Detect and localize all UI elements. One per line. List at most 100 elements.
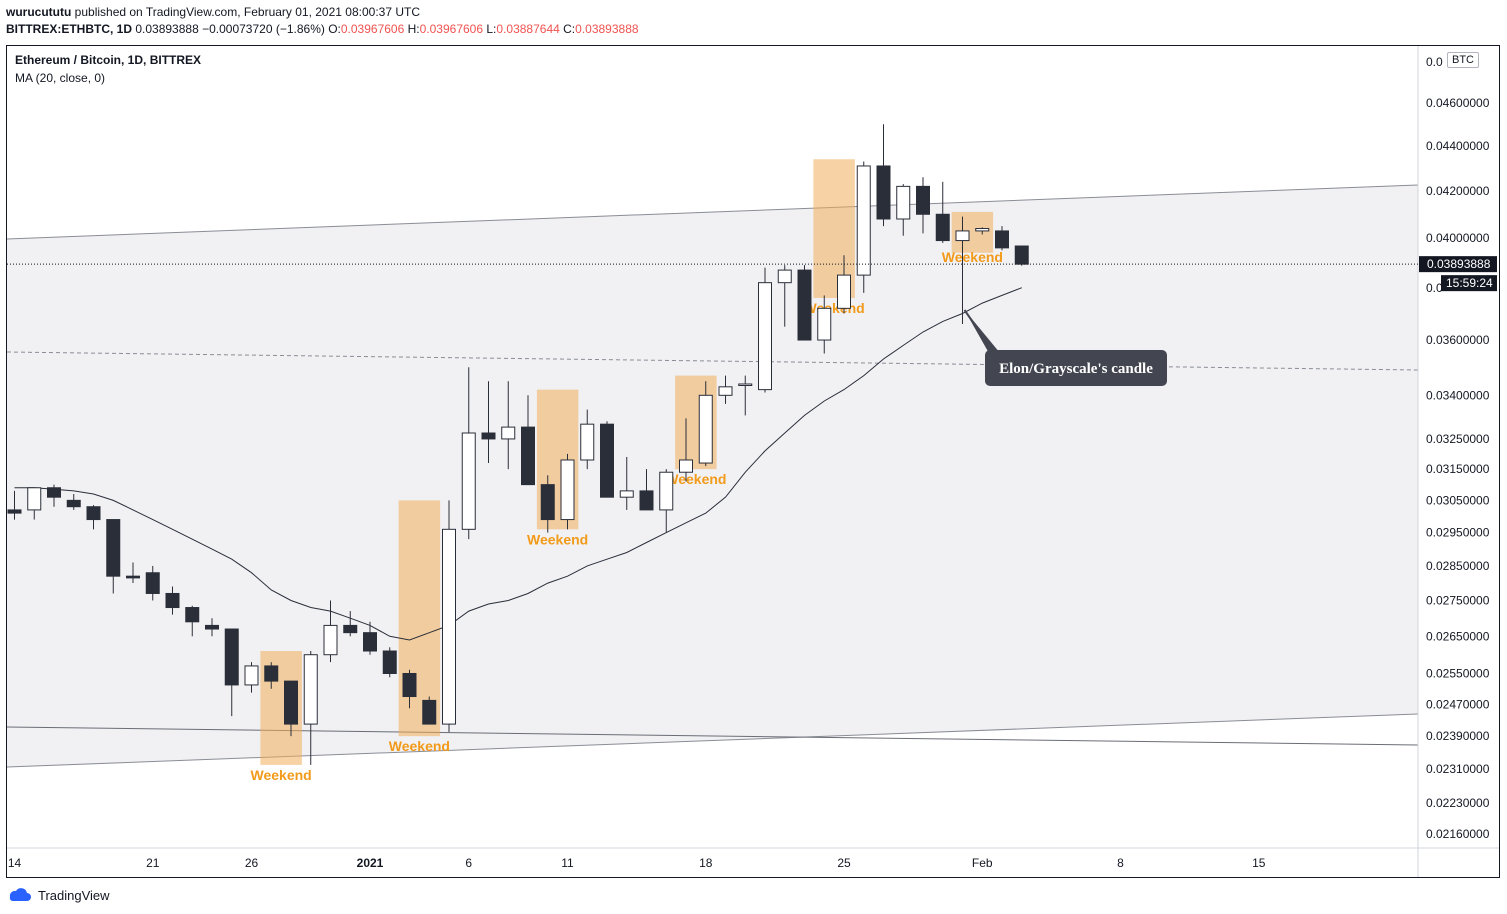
candle-body-up <box>837 274 851 309</box>
candle-body-up <box>442 528 456 725</box>
candle-body-up <box>323 624 338 656</box>
candle-body-up <box>501 426 516 440</box>
publisher-name[interactable]: wurucututu <box>6 5 72 19</box>
candle-body-down <box>402 672 417 698</box>
ma20-line <box>14 287 1022 641</box>
candle <box>224 628 239 717</box>
candle <box>126 562 140 584</box>
open-label: O: <box>328 22 341 36</box>
price-tick-label: 0.03050000 <box>1426 493 1490 507</box>
candle <box>619 456 634 510</box>
weekend-label: Weekend <box>942 249 1003 265</box>
ohlc-header: BITTREX:ETHBTC, 1D 0.03893888 −0.0007372… <box>6 22 639 36</box>
candle <box>343 611 358 637</box>
candle <box>185 605 200 637</box>
candle <box>66 494 81 510</box>
candle-body-up <box>896 185 911 220</box>
countdown-tag <box>1441 275 1497 292</box>
callout-box <box>985 350 1167 386</box>
low-value: 0.03887644 <box>496 22 560 36</box>
time-tick-label: 15 <box>1252 856 1266 870</box>
candle <box>205 618 219 637</box>
callout-pointer-line <box>963 309 996 355</box>
candle <box>27 487 42 520</box>
candle <box>817 295 832 354</box>
candle-body-down <box>7 509 22 514</box>
price-tick-label: 0.02850000 <box>1426 559 1490 573</box>
candle <box>639 469 654 511</box>
high-label: H: <box>407 22 420 36</box>
candle <box>145 565 160 601</box>
candle <box>580 409 595 470</box>
chart-frame <box>6 45 1500 878</box>
time-tick-label: 25 <box>837 856 851 870</box>
candle <box>501 381 516 470</box>
candle-body-up <box>758 282 772 391</box>
channel-lower-line <box>6 713 1419 768</box>
candle-body-up <box>738 383 753 386</box>
time-tick-label: 6 <box>465 856 472 870</box>
candle-body-down <box>382 650 397 674</box>
time-tick-label: 26 <box>245 856 259 870</box>
time-tick-label: 18 <box>699 856 713 870</box>
candle-body-down <box>639 490 654 511</box>
candle-body-up <box>698 394 713 464</box>
tradingview-logo-icon <box>9 888 31 902</box>
symbol-label: BITTREX:ETHBTC, 1D <box>6 22 132 36</box>
price-tick-label: 0.04200000 <box>1426 184 1490 198</box>
candle-body-down <box>600 423 614 498</box>
candle <box>600 421 614 498</box>
candle-body-down <box>521 426 535 486</box>
candle <box>481 381 496 464</box>
last-price: 0.03893888 <box>135 22 199 36</box>
candle-body-up <box>659 471 674 511</box>
candle <box>935 181 950 243</box>
price-tick-label: 0.02470000 <box>1426 697 1490 711</box>
candle-body-down <box>876 165 891 220</box>
candle-body-down <box>284 680 298 725</box>
candle <box>442 500 456 733</box>
candle-body-down <box>86 506 101 521</box>
candle <box>540 475 555 533</box>
candle-body-up <box>619 490 634 498</box>
candle <box>975 227 990 235</box>
time-tick-label: 14 <box>8 856 22 870</box>
candle <box>797 265 812 341</box>
candle <box>659 469 674 533</box>
publish-header: wurucututu published on TradingView.com,… <box>6 5 420 19</box>
time-tick-label: Feb <box>972 856 993 870</box>
candle-body-up <box>955 230 970 242</box>
candle <box>738 375 753 416</box>
candle-body-down <box>47 487 61 498</box>
candle <box>521 395 535 486</box>
candle-body-up <box>461 432 476 530</box>
candle <box>896 184 911 236</box>
candle-body-up <box>777 269 792 284</box>
weekend-label: Weekend <box>527 531 588 547</box>
candle-body-up <box>718 386 733 396</box>
candle <box>402 669 417 709</box>
price-tick-label: 0.02390000 <box>1426 729 1490 743</box>
candle-body-up <box>560 459 575 521</box>
price-tick-label: 0.03400000 <box>1426 388 1490 402</box>
ma-indicator-legend[interactable]: MA (20, close, 0) <box>15 71 106 85</box>
candle-body-down <box>106 519 121 577</box>
countdown-tag-text: 15:59:24 <box>1446 276 1493 290</box>
footer-brand[interactable]: TradingView <box>8 887 110 903</box>
price-tick-label: 0.04400000 <box>1426 139 1490 153</box>
candle-body-up <box>975 228 990 232</box>
candle-body-down <box>916 185 930 215</box>
open-value: 0.03967606 <box>340 22 405 36</box>
price-tick-label: 0.02230000 <box>1426 796 1490 810</box>
candle-body-down <box>126 575 140 579</box>
weekend-label: Weekend <box>665 471 726 487</box>
candle-body-down <box>481 432 496 440</box>
candle-body-up <box>580 423 595 461</box>
footer-brand-text: TradingView <box>38 887 110 903</box>
candle <box>679 418 693 482</box>
candle-body-down <box>224 628 239 686</box>
candle-body-up <box>817 307 832 341</box>
candle-body-down <box>264 665 279 682</box>
candle <box>995 226 1009 251</box>
